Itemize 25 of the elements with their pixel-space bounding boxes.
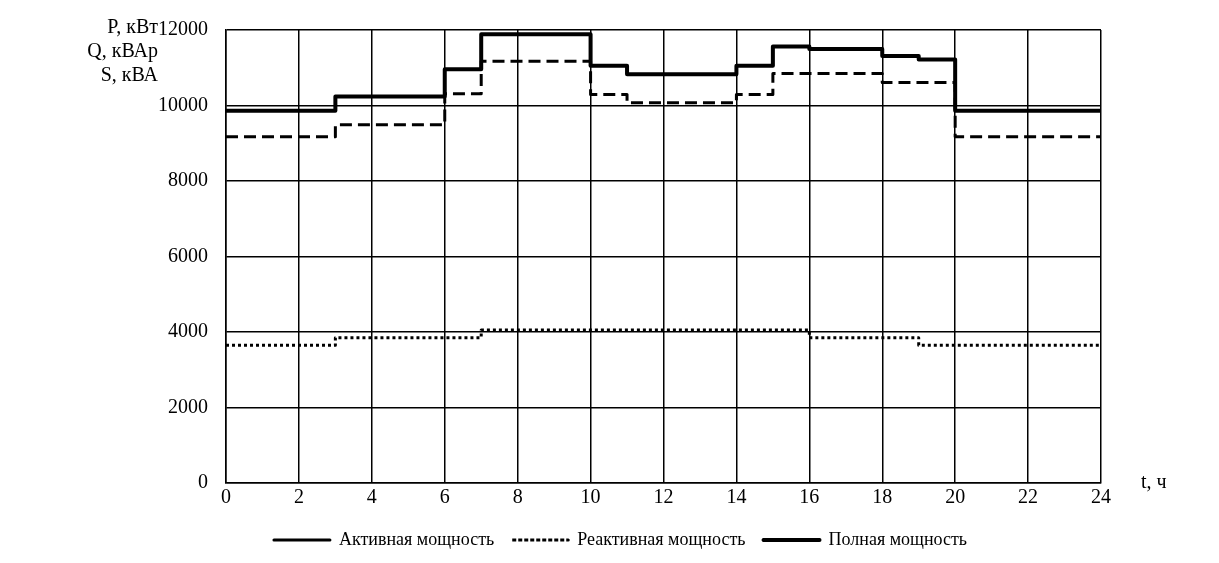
y-tick-label: 0 — [198, 470, 208, 493]
x-tick-label: 12 — [653, 485, 674, 508]
x-tick-label: 4 — [366, 485, 377, 508]
x-tick-label: 20 — [945, 485, 966, 508]
x-tick-label: 24 — [1091, 485, 1111, 508]
x-tick-label: 18 — [872, 485, 893, 508]
x-tick-label: 2 — [293, 485, 304, 508]
x-tick-label: 10 — [580, 485, 601, 508]
x-tick-label: 8 — [512, 485, 523, 508]
legend-label: Полная мощность — [828, 528, 968, 549]
x-tick-label: 6 — [439, 485, 450, 508]
y-tick-label: 8000 — [168, 168, 208, 191]
x-tick-label: 22 — [1018, 485, 1039, 508]
y-axis-title: P, кВт Q, кВАр S, кВА — [87, 15, 159, 86]
x-tick-label: 14 — [726, 485, 747, 508]
y-tick-label: 12000 — [158, 17, 208, 40]
x-tick-label: 0 — [221, 485, 231, 508]
y-tick-label: 6000 — [168, 243, 208, 266]
y-tick-label: 4000 — [168, 319, 208, 342]
y-tick-label: 10000 — [158, 92, 208, 115]
legend-label: Активная мощность — [338, 528, 495, 549]
x-tick-label: 16 — [799, 485, 820, 508]
y-tick-label: 2000 — [168, 394, 208, 417]
x-axis-title: t, ч — [1141, 470, 1167, 493]
legend-label: Реактивная мощность — [577, 528, 746, 549]
